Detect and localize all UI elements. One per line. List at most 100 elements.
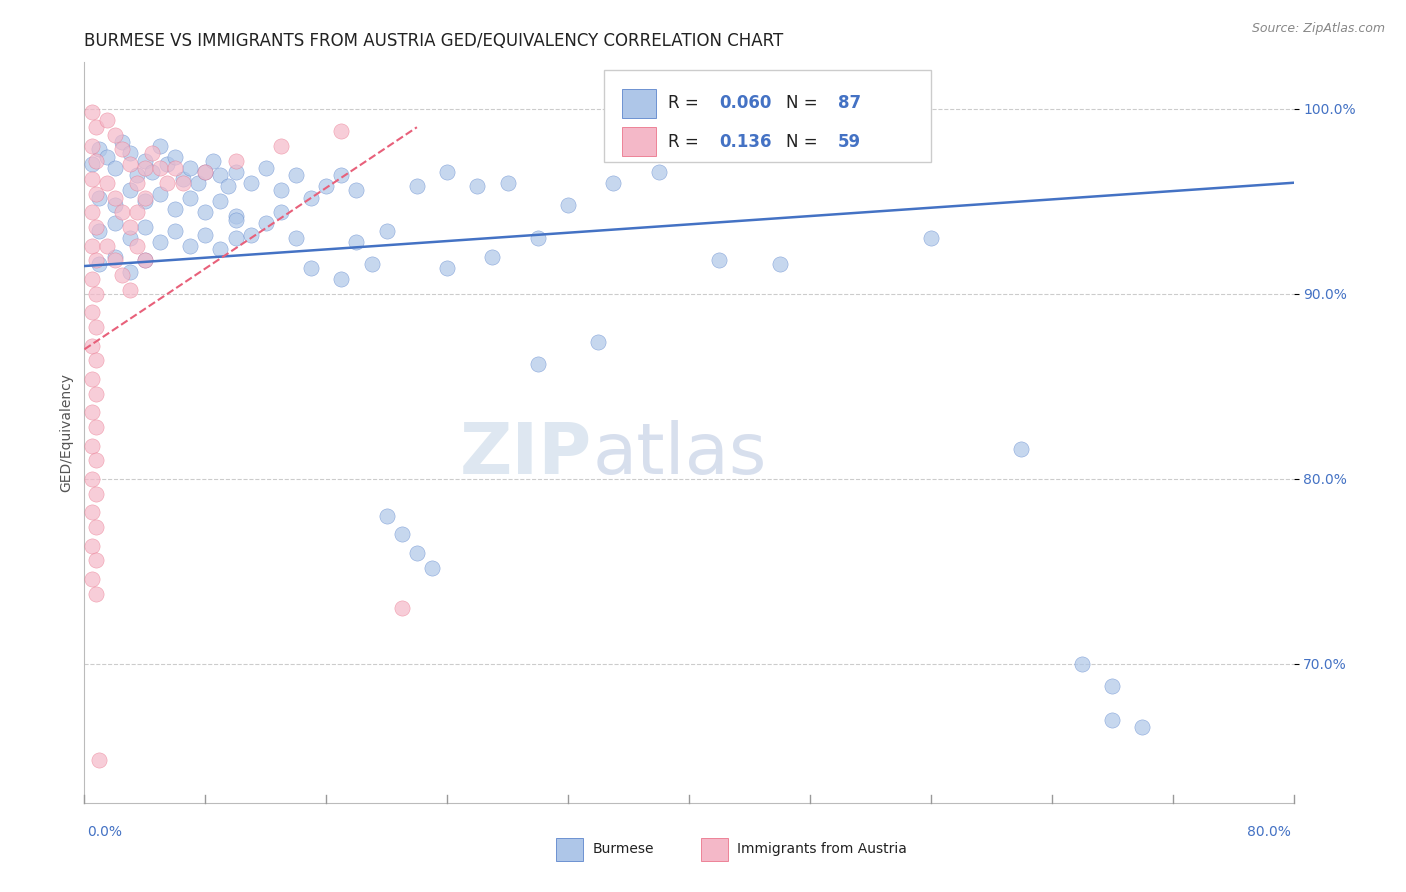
Text: 0.060: 0.060 — [720, 95, 772, 112]
Point — [134, 153, 156, 168]
Text: N =: N = — [786, 95, 823, 112]
Bar — [555, 838, 582, 861]
Point — [254, 161, 277, 175]
Point — [165, 150, 187, 164]
Point — [217, 179, 239, 194]
Point — [118, 220, 141, 235]
Point — [648, 164, 671, 178]
Point — [179, 238, 201, 252]
Point — [89, 257, 111, 271]
Point — [187, 176, 209, 190]
Point — [1011, 442, 1033, 457]
Point — [1101, 713, 1123, 727]
Point — [156, 176, 179, 190]
Point — [89, 224, 111, 238]
Text: ZIP: ZIP — [460, 420, 592, 490]
Point — [111, 135, 134, 149]
Point — [134, 253, 156, 268]
Point — [201, 153, 224, 168]
Bar — [702, 838, 728, 861]
Point — [127, 238, 149, 252]
Point — [179, 161, 201, 175]
Point — [80, 157, 103, 171]
Point — [86, 153, 108, 168]
Point — [920, 231, 942, 245]
Point — [104, 253, 127, 268]
Point — [149, 138, 172, 153]
Point — [80, 338, 103, 352]
Point — [1130, 720, 1153, 734]
Text: 59: 59 — [838, 133, 860, 151]
Text: R =: R = — [668, 95, 704, 112]
Point — [80, 138, 103, 153]
Point — [80, 238, 103, 252]
Point — [80, 439, 103, 453]
Point — [557, 198, 579, 212]
Point — [80, 472, 103, 486]
Bar — [623, 127, 657, 156]
Point — [134, 194, 156, 209]
Point — [254, 217, 277, 231]
Point — [86, 386, 108, 401]
Point — [118, 146, 141, 161]
Point — [527, 357, 550, 371]
Point — [1071, 657, 1094, 671]
Point — [299, 260, 322, 275]
Point — [225, 212, 247, 227]
Point — [141, 146, 163, 161]
Point — [89, 190, 111, 204]
Point — [86, 320, 108, 334]
Point — [285, 231, 308, 245]
Point — [80, 272, 103, 286]
Point — [134, 220, 156, 235]
Point — [270, 183, 292, 197]
Point — [80, 572, 103, 586]
Point — [86, 553, 108, 567]
Point — [391, 527, 413, 541]
Point — [86, 353, 108, 368]
Point — [149, 186, 172, 201]
Point — [299, 190, 322, 204]
Point — [172, 172, 194, 186]
Point — [165, 224, 187, 238]
Point — [391, 601, 413, 615]
Point — [270, 138, 292, 153]
Point — [165, 161, 187, 175]
Point — [209, 243, 232, 257]
Point — [436, 260, 458, 275]
Point — [104, 250, 127, 264]
Point — [127, 205, 149, 219]
Point — [239, 176, 262, 190]
Point — [330, 272, 353, 286]
Point — [156, 157, 179, 171]
Text: 87: 87 — [838, 95, 860, 112]
Point — [86, 453, 108, 467]
Point — [80, 305, 103, 319]
Point — [80, 372, 103, 386]
Point — [406, 546, 429, 560]
Point — [225, 209, 247, 223]
Point — [80, 539, 103, 553]
Point — [330, 124, 353, 138]
Point — [149, 161, 172, 175]
Point — [96, 176, 118, 190]
FancyBboxPatch shape — [605, 70, 931, 162]
Point — [225, 153, 247, 168]
Point — [769, 257, 792, 271]
Point — [111, 143, 134, 157]
Point — [118, 264, 141, 278]
Point — [80, 105, 103, 120]
Point — [111, 268, 134, 283]
Text: R =: R = — [668, 133, 704, 151]
Point — [104, 198, 127, 212]
Point — [467, 179, 489, 194]
Point — [527, 231, 550, 245]
Point — [420, 560, 443, 574]
Point — [209, 194, 232, 209]
Point — [96, 150, 118, 164]
Point — [141, 164, 163, 178]
Point — [134, 190, 156, 204]
Point — [127, 176, 149, 190]
Point — [104, 190, 127, 204]
Text: BURMESE VS IMMIGRANTS FROM AUSTRIA GED/EQUIVALENCY CORRELATION CHART: BURMESE VS IMMIGRANTS FROM AUSTRIA GED/E… — [84, 32, 783, 50]
